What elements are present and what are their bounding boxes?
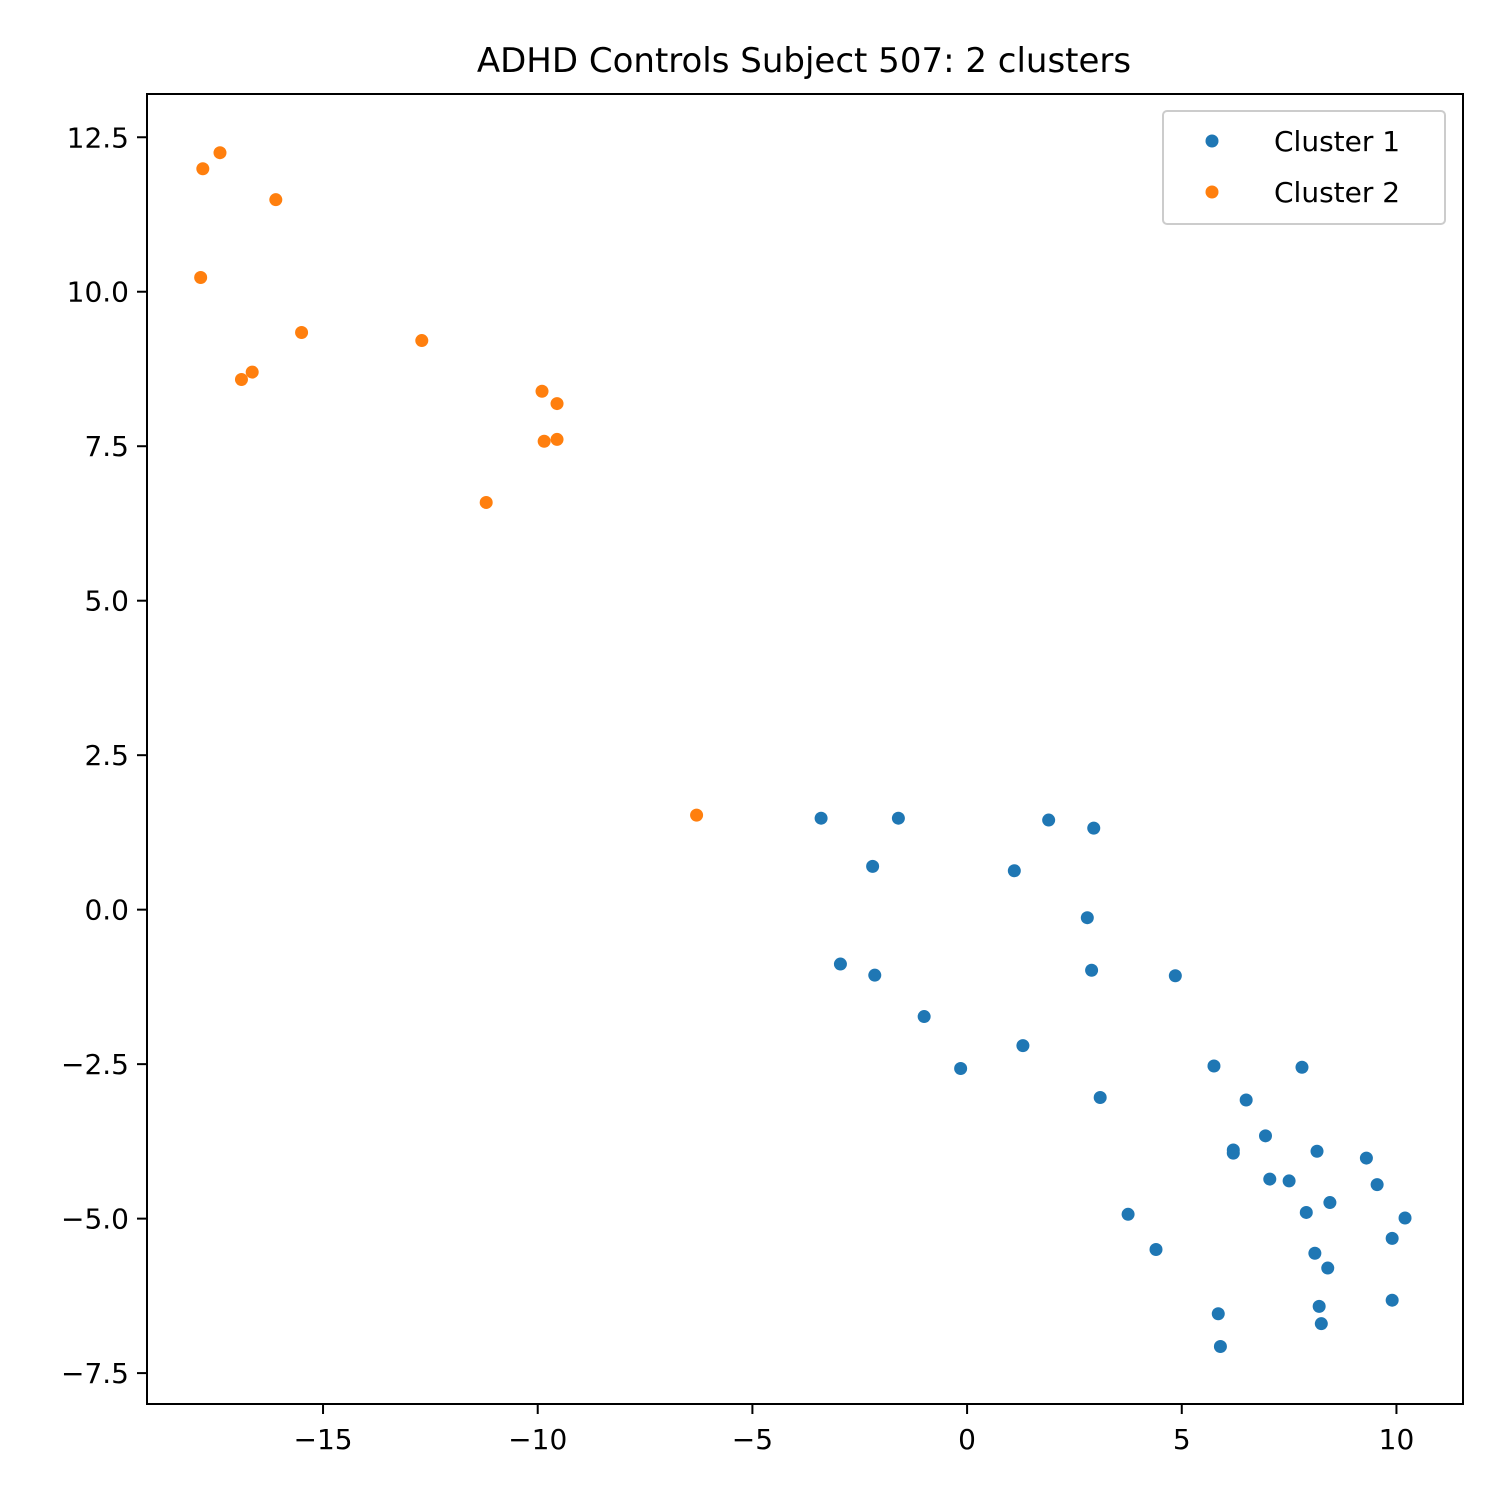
data-point (1295, 1060, 1309, 1074)
y-tick-label: −2.5 (61, 1048, 129, 1081)
data-point (1321, 1261, 1335, 1275)
data-point (954, 1061, 968, 1075)
data-point (917, 1010, 931, 1024)
data-point (866, 859, 880, 873)
y-axis: −7.5 −5.0 −2.5 0.0 2.5 5.0 7.5 10.0 12.5 (61, 121, 147, 1390)
chart-title: ADHD Controls Subject 507: 2 clusters (477, 41, 1131, 81)
data-point (479, 495, 493, 509)
data-point (1149, 1243, 1163, 1257)
x-axis: −15 −10 −5 0 5 10 (293, 1404, 1414, 1456)
x-tick-label: 10 (1379, 1423, 1415, 1456)
series-1 (814, 811, 1412, 1354)
data-point (550, 397, 564, 411)
data-point (550, 432, 564, 446)
y-tick-label: −7.5 (61, 1357, 129, 1390)
data-point (1239, 1093, 1253, 1107)
data-point (868, 968, 882, 982)
legend-label: Cluster 1 (1274, 125, 1400, 158)
x-tick-label: −10 (508, 1423, 567, 1456)
data-point (1085, 963, 1099, 977)
data-point (537, 434, 551, 448)
data-point (1359, 1151, 1373, 1165)
data-point (833, 957, 847, 971)
axes-frame (146, 93, 1464, 1405)
x-tick-label: 0 (958, 1423, 976, 1456)
data-point (1016, 1039, 1030, 1053)
data-point (1087, 821, 1101, 835)
data-point (295, 326, 309, 340)
data-point (1168, 969, 1182, 983)
data-point (245, 365, 259, 379)
data-points (194, 146, 1412, 1354)
data-point (1042, 813, 1056, 827)
data-point (1385, 1293, 1399, 1307)
data-point (269, 193, 283, 207)
data-point (1211, 1307, 1225, 1321)
data-point (415, 334, 429, 348)
data-point (1121, 1207, 1135, 1221)
series-2 (194, 146, 704, 822)
data-point (535, 384, 549, 398)
data-point (1312, 1299, 1326, 1313)
x-tick-label: −5 (732, 1423, 773, 1456)
data-point (1093, 1091, 1107, 1105)
y-tick-label: 0.0 (84, 894, 129, 927)
legend-box (1162, 110, 1446, 225)
data-point (1213, 1340, 1227, 1354)
data-point (1314, 1317, 1328, 1331)
y-tick-label: 5.0 (84, 585, 129, 618)
x-tick-label: 5 (1173, 1423, 1191, 1456)
data-point (1308, 1246, 1322, 1260)
y-tick-label: 12.5 (67, 121, 129, 154)
data-point (196, 162, 210, 176)
x-tick-label: −15 (293, 1423, 352, 1456)
data-point (1258, 1129, 1272, 1143)
data-point (1263, 1172, 1277, 1186)
data-point (1299, 1205, 1313, 1219)
data-point (1080, 911, 1094, 925)
data-point (1226, 1146, 1240, 1160)
y-tick-label: 10.0 (67, 276, 129, 309)
y-tick-label: 2.5 (84, 739, 129, 772)
data-point (1370, 1178, 1384, 1192)
data-point (891, 811, 905, 825)
data-point (1282, 1174, 1296, 1188)
data-point (213, 146, 227, 160)
data-point (194, 271, 208, 285)
data-point (814, 811, 828, 825)
legend-label: Cluster 2 (1274, 176, 1400, 209)
data-point (1007, 864, 1021, 878)
data-point (690, 808, 704, 822)
data-point (234, 372, 248, 386)
legend-marker (1205, 134, 1219, 148)
data-point (1207, 1059, 1221, 1073)
data-point (1398, 1211, 1412, 1225)
y-tick-label: −5.0 (61, 1203, 129, 1236)
data-point (1310, 1144, 1324, 1158)
y-tick-label: 7.5 (84, 430, 129, 463)
data-point (1323, 1196, 1337, 1210)
legend: Cluster 1 Cluster 2 (1162, 110, 1446, 225)
data-point (1385, 1231, 1399, 1245)
legend-marker (1205, 185, 1219, 199)
